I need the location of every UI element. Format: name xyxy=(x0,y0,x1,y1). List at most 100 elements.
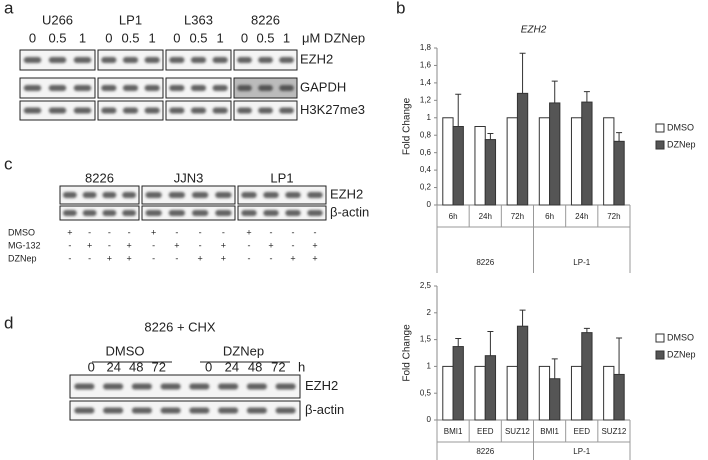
bar xyxy=(538,117,551,206)
band-label: β-actin xyxy=(330,204,369,219)
x-tick-label: 24h xyxy=(575,212,588,221)
blot-band xyxy=(131,407,152,414)
blot-band xyxy=(279,57,294,63)
blot-band xyxy=(307,192,323,198)
blot-band xyxy=(275,383,296,390)
y-tick-label: 0,6 xyxy=(420,148,432,157)
y-axis-label: Fold Change xyxy=(402,324,413,382)
blot-band xyxy=(215,210,232,216)
blot-band xyxy=(122,210,137,216)
treatment-sign: - xyxy=(222,227,225,237)
panel-label: d xyxy=(4,313,13,332)
group-label: DMSO xyxy=(106,343,145,358)
treatment-sign: - xyxy=(199,227,202,237)
treatment-sign: + xyxy=(221,253,226,263)
bar xyxy=(603,117,615,206)
x-tick-label: 6h xyxy=(545,212,554,221)
blot-band xyxy=(241,210,257,216)
error-bar xyxy=(519,309,526,327)
bar xyxy=(506,117,518,206)
bar xyxy=(613,373,625,421)
blot-band xyxy=(169,107,185,114)
treatment-sign: + xyxy=(126,253,131,263)
treatment-sign: + xyxy=(107,253,112,263)
x-tick-label: 6h xyxy=(449,212,458,221)
panel-label: c xyxy=(4,154,13,173)
blot-band xyxy=(189,407,210,414)
x-tick-label: 24h xyxy=(479,212,492,221)
bar xyxy=(474,126,486,206)
x-tick-label: BMI1 xyxy=(540,427,559,436)
group-label: LP-1 xyxy=(573,258,590,267)
blot-band xyxy=(73,85,92,91)
y-tick-label: 0 xyxy=(427,200,432,209)
dose: 1 xyxy=(79,30,86,45)
group-label: DZNep xyxy=(223,343,264,358)
cell-line: L363 xyxy=(184,12,213,27)
treatment-sign: - xyxy=(152,240,155,250)
dose: 0 xyxy=(29,30,36,45)
blot-band xyxy=(102,210,117,216)
blot-band xyxy=(191,210,209,216)
blot-band xyxy=(48,57,67,63)
cell-line: LP1 xyxy=(270,170,293,185)
blot-frame xyxy=(59,205,140,221)
dose: 0 xyxy=(241,30,248,45)
treatment-sign: - xyxy=(199,240,202,250)
treatment-sign: + xyxy=(67,227,72,237)
y-tick-label: 1,6 xyxy=(420,61,432,70)
blot-band xyxy=(307,210,323,216)
chart-title: EZH2 xyxy=(521,25,547,36)
blot-band xyxy=(102,192,117,198)
blot-band xyxy=(23,85,42,91)
blot-band xyxy=(145,192,162,198)
bar xyxy=(570,117,583,206)
blot-band xyxy=(144,85,160,91)
treatment-sign: + xyxy=(126,240,131,250)
error-bar xyxy=(551,80,558,103)
blot-band xyxy=(190,85,207,91)
blot-band xyxy=(212,85,228,91)
treatment-sign: + xyxy=(312,253,317,263)
blot-band xyxy=(212,107,228,114)
band-label: H3K27me3 xyxy=(300,102,365,117)
blot-band xyxy=(218,407,239,414)
blot-frame xyxy=(69,400,301,421)
error-bar xyxy=(583,327,590,333)
error-bar xyxy=(551,358,558,379)
blot-frame xyxy=(141,185,236,205)
band-label: GAPDH xyxy=(300,79,346,94)
band-label: EZH2 xyxy=(300,51,333,66)
time: 24 xyxy=(225,359,239,374)
dose: 1 xyxy=(283,30,290,45)
band-label: EZH2 xyxy=(330,186,363,201)
blot-band xyxy=(218,383,239,390)
treatment-sign: - xyxy=(292,227,295,237)
blot-band xyxy=(212,57,228,63)
error-bar xyxy=(583,91,590,103)
bar xyxy=(516,325,529,421)
bar xyxy=(442,365,454,421)
blot-band xyxy=(48,107,67,114)
bar xyxy=(538,365,551,421)
blot-band xyxy=(23,107,42,114)
error-bar xyxy=(487,331,494,356)
blot-band xyxy=(101,57,117,63)
y-tick-label: 0 xyxy=(427,415,432,424)
y-tick-label: 0,4 xyxy=(420,165,432,174)
legend-swatch xyxy=(655,350,665,360)
time: 72 xyxy=(152,359,166,374)
x-tick-label: SUZ12 xyxy=(505,427,530,436)
blot-frame xyxy=(237,205,327,221)
legend-label: DMSO xyxy=(667,122,694,132)
dose: 0 xyxy=(105,30,112,45)
treatment-sign: - xyxy=(128,227,131,237)
bar xyxy=(442,117,454,206)
dose: 0.5 xyxy=(121,30,139,45)
bar xyxy=(484,139,497,206)
error-bar xyxy=(455,93,462,127)
y-tick-label: 0,2 xyxy=(420,183,432,192)
treatment-sign: - xyxy=(68,240,71,250)
blot-band xyxy=(145,210,162,216)
dose: 0.5 xyxy=(189,30,207,45)
